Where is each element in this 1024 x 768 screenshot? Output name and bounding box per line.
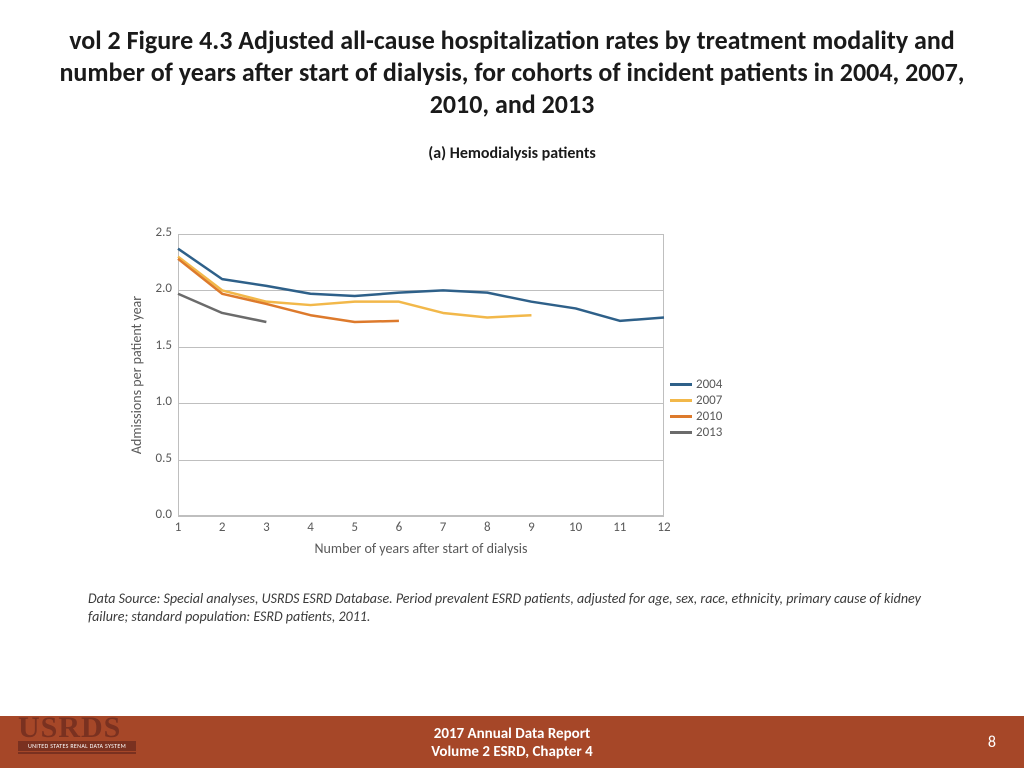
- x-tick-label: 5: [340, 520, 370, 535]
- x-tick-label: 8: [472, 520, 502, 535]
- x-tick-label: 10: [561, 520, 591, 535]
- y-axis-label: Admissions per patient year: [128, 265, 145, 485]
- x-tick-label: 11: [605, 520, 635, 535]
- x-tick-label: 6: [384, 520, 414, 535]
- legend: 2004200720102013: [670, 376, 722, 440]
- legend-label: 2013: [696, 425, 722, 440]
- footer-title: 2017 Annual Data Report Volume 2 ESRD, C…: [0, 725, 1024, 763]
- legend-item: 2013: [670, 424, 722, 440]
- legend-swatch: [670, 415, 692, 418]
- legend-item: 2004: [670, 376, 722, 392]
- page-number: 8: [988, 733, 996, 752]
- legend-label: 2007: [696, 393, 722, 408]
- legend-item: 2007: [670, 392, 722, 408]
- legend-swatch: [670, 399, 692, 402]
- footer: USRDS UNITED STATES RENAL DATA SYSTEM 20…: [0, 716, 1024, 768]
- legend-swatch: [670, 383, 692, 386]
- x-tick-label: 9: [516, 520, 546, 535]
- x-tick-label: 7: [428, 520, 458, 535]
- footer-title-line1: 2017 Annual Data Report: [434, 725, 591, 743]
- line-series-svg: [0, 6, 1024, 768]
- legend-swatch: [670, 431, 692, 434]
- footer-title-line2: Volume 2 ESRD, Chapter 4: [431, 743, 592, 761]
- slide: vol 2 Figure 4.3 Adjusted all-cause hosp…: [0, 0, 1024, 768]
- legend-item: 2010: [670, 408, 722, 424]
- x-tick-label: 4: [296, 520, 326, 535]
- legend-label: 2004: [696, 377, 722, 392]
- chart-area: 0.00.51.01.52.02.5 123456789101112 Admis…: [0, 6, 1024, 768]
- legend-label: 2010: [696, 409, 722, 424]
- x-tick-label: 12: [649, 520, 679, 535]
- series-2004: [178, 249, 664, 321]
- x-tick-label: 3: [251, 520, 281, 535]
- data-source-caption: Data Source: Special analyses, USRDS ESR…: [88, 590, 948, 625]
- y-tick-label: 2.5: [138, 225, 172, 240]
- series-2007: [178, 257, 531, 318]
- x-tick-label: 2: [207, 520, 237, 535]
- x-tick-label: 1: [163, 520, 193, 535]
- x-axis-label: Number of years after start of dialysis: [178, 540, 664, 557]
